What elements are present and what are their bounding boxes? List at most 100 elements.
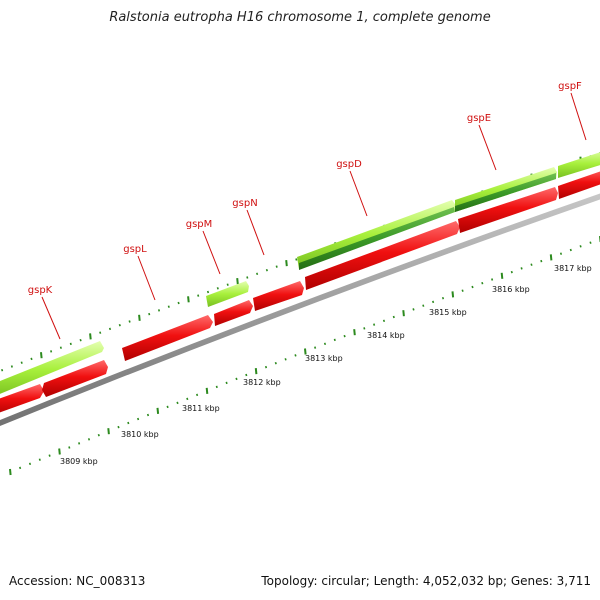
lower-ruler-tick [422,304,425,307]
kbp-label-3813: 3813 kbp [305,354,343,363]
lower-ruler-tick [274,361,277,365]
gene-red-4[interactable] [214,300,253,326]
lower-ruler-tick [294,354,297,357]
upper-ruler-tick [246,276,249,279]
upper-ruler-tick [1,368,4,372]
backbone-track [0,193,600,426]
lower-ruler-tick [28,462,32,466]
lower-ruler-tick [304,348,307,355]
lower-ruler-tick [38,458,41,461]
gene-red-1[interactable] [0,384,44,416]
upper-ruler-tick [187,296,190,303]
upper-ruler-tick [265,268,268,272]
lower-ruler-tick [9,468,12,476]
leader-gspK [41,296,61,340]
leader-gspL [137,255,156,301]
lower-ruler-tick [235,377,238,381]
lower-ruler-tick [146,413,150,417]
lower-ruler-tick [510,270,513,274]
gene-red-3[interactable] [122,315,213,361]
lower-ruler-tick [500,272,504,279]
upper-ruler-tick [236,278,239,285]
gene-gspM-bar[interactable] [206,281,249,307]
lower-ruler-tick [540,259,543,263]
gene-label-gspF: gspF [558,81,582,92]
upper-ruler-tick [197,294,200,297]
lower-ruler-tick [569,248,572,252]
lower-ruler-tick [284,358,287,361]
gene-red-5[interactable] [253,281,304,311]
lower-ruler-tick [579,245,582,248]
lower-ruler-tick [87,438,91,441]
lower-ruler-tick [19,466,22,470]
upper-ruler-tick [20,361,23,364]
lower-ruler-tick [166,405,169,409]
gene-red-7[interactable] [458,187,558,233]
gene-gspF-bar[interactable] [558,149,600,178]
upper-ruler-tick [30,357,33,361]
lower-ruler-tick [491,278,494,281]
leader-gspD [349,170,368,217]
lower-ruler-tick [314,346,317,349]
kbp-label-3810: 3810 kbp [121,430,159,439]
leader-gspF [570,92,587,141]
gene-gspK-bar[interactable] [0,341,104,398]
lower-ruler-tick [461,289,464,292]
gene-label-gspM: gspM [186,219,213,230]
lower-ruler-tick [520,267,523,270]
upper-ruler-tick [99,331,102,334]
upper-ruler-tick [69,342,72,346]
gene-red-2[interactable] [42,360,108,397]
lower-ruler-tick [589,241,592,244]
upper-ruler-tick [285,260,288,267]
upper-ruler-tick [177,301,180,305]
gene-red-6[interactable] [305,221,460,290]
lower-ruler-tick [58,448,61,455]
lower-ruler-tick [264,365,268,369]
lower-ruler-tick [530,263,533,266]
upper-ruler-tick [226,283,229,286]
lower-ruler-tick [382,319,386,323]
upper-ruler-tick [118,323,121,327]
upper-ruler-tick [10,365,13,368]
gene-gspD-inner [299,207,455,270]
lower-ruler-tick [441,296,445,300]
lower-ruler-tick [186,397,189,401]
kbp-label-3817: 3817 kbp [554,264,592,273]
lower-ruler-tick [225,381,228,385]
lower-ruler-tick [176,401,179,405]
lower-ruler-tick [48,454,51,457]
lower-ruler-tick [78,442,81,445]
gene-label-gspE: gspE [467,113,491,124]
upper-ruler-tick [108,327,112,331]
lower-ruler-tick [373,323,376,326]
lower-ruler-tick [402,310,405,317]
lower-ruler-tick [471,285,474,289]
upper-ruler-tick [206,290,210,294]
lower-ruler-tick [353,329,356,336]
lower-ruler-tick [343,334,346,338]
accession-label: Accession: NC_008313 [9,574,146,588]
lower-ruler-tick [254,368,258,375]
map-title: Ralstonia eutropha H16 chromosome 1, com… [109,10,491,25]
lower-ruler-tick [363,327,366,330]
lower-ruler-tick [549,254,553,261]
lower-ruler-tick [107,428,110,435]
upper-ruler-tick [50,350,53,353]
gene-red-8[interactable] [558,168,600,199]
lower-ruler-tick [481,281,484,285]
leader-gspE [478,124,497,171]
gene-label-gspD: gspD [336,159,362,170]
kbp-label-3816: 3816 kbp [492,285,530,294]
upper-ruler-tick [275,265,278,268]
topology-label: Topology: circular; Length: 4,052,032 bp… [261,574,591,588]
kbp-label-3814: 3814 kbp [367,331,405,340]
kbp-label-3812: 3812 kbp [243,378,281,387]
upper-ruler-tick [148,312,151,316]
lower-ruler-tick [156,407,160,414]
lower-ruler-tick [245,373,248,377]
upper-ruler-tick [40,352,43,359]
kbp-label-3815: 3815 kbp [429,308,467,317]
upper-ruler-tick [128,320,131,323]
